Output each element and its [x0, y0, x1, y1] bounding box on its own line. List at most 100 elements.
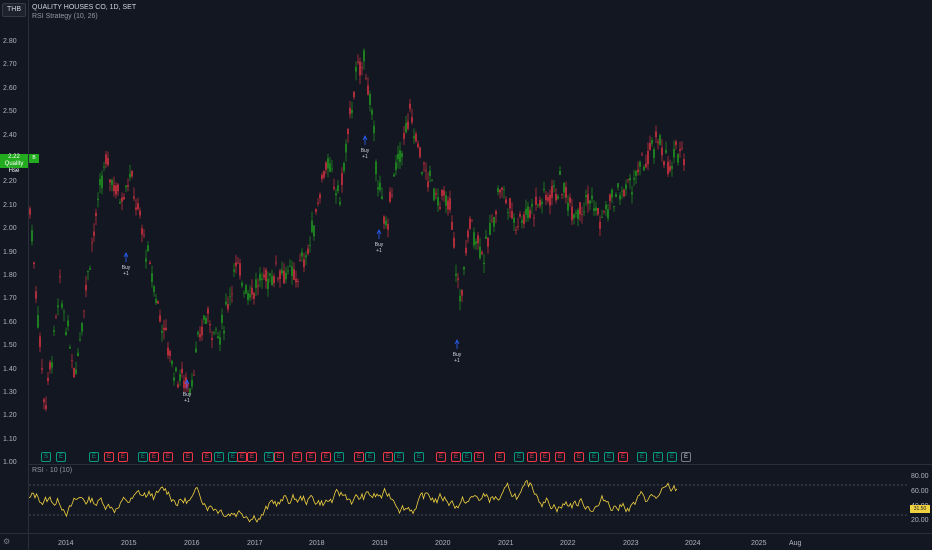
buy-label[interactable]: Buy: [361, 148, 370, 154]
event-marker[interactable]: E: [589, 452, 599, 462]
candle-body: [331, 168, 333, 170]
event-marker[interactable]: E: [540, 452, 550, 462]
strategy-title[interactable]: RSI Strategy (10, 26): [32, 13, 98, 20]
event-marker[interactable]: E: [527, 452, 537, 462]
candle-body: [477, 235, 479, 244]
price-axis[interactable]: [0, 0, 29, 550]
event-marker[interactable]: E: [274, 452, 284, 462]
candle-body: [479, 246, 481, 259]
candle-body: [199, 334, 201, 338]
event-marker[interactable]: E: [104, 452, 114, 462]
event-marker[interactable]: E: [495, 452, 505, 462]
buy-label[interactable]: Buy: [453, 352, 462, 358]
event-marker[interactable]: E: [474, 452, 484, 462]
event-marker[interactable]: E: [264, 452, 274, 462]
event-marker[interactable]: E: [365, 452, 375, 462]
candle-body: [33, 262, 35, 265]
event-marker[interactable]: E: [149, 452, 159, 462]
candle-body: [401, 153, 403, 158]
candle-body: [267, 279, 269, 290]
event-marker[interactable]: E: [414, 452, 424, 462]
candle-body: [171, 360, 173, 365]
event-marker[interactable]: E: [118, 452, 128, 462]
candle-body: [561, 193, 563, 195]
gear-icon[interactable]: ⚙: [3, 537, 11, 546]
event-marker[interactable]: E: [138, 452, 148, 462]
price-tick: 2.80: [3, 38, 17, 45]
event-marker[interactable]: E: [306, 452, 316, 462]
candle-body: [407, 121, 409, 129]
price-tick: 1.70: [3, 295, 17, 303]
candle-body: [269, 273, 271, 276]
candle-body: [65, 331, 67, 336]
candle-body: [675, 141, 677, 146]
event-marker[interactable]: E: [163, 452, 173, 462]
event-marker[interactable]: S: [41, 452, 51, 462]
candle-body: [177, 384, 179, 388]
candle-body: [433, 188, 435, 201]
candle-body: [59, 276, 61, 278]
event-marker[interactable]: E: [89, 452, 99, 462]
candle-body: [41, 368, 43, 370]
candle-body: [99, 178, 101, 186]
event-marker[interactable]: E: [394, 452, 404, 462]
event-marker[interactable]: E: [555, 452, 565, 462]
event-marker[interactable]: E: [436, 452, 446, 462]
rsi-title[interactable]: RSI · 10 (10): [32, 467, 73, 474]
event-marker[interactable]: E: [292, 452, 302, 462]
event-marker[interactable]: E: [237, 452, 247, 462]
currency-label[interactable]: THB: [2, 3, 26, 17]
event-marker[interactable]: E: [574, 452, 584, 462]
rsi-chart[interactable]: [29, 470, 909, 530]
time-label: 2017: [247, 540, 263, 547]
event-marker[interactable]: E: [618, 452, 628, 462]
event-marker[interactable]: E: [604, 452, 614, 462]
event-marker[interactable]: E: [514, 452, 524, 462]
candle-body: [611, 189, 613, 198]
time-label: 2018: [309, 540, 325, 547]
event-marker[interactable]: E: [183, 452, 193, 462]
candle-body: [373, 125, 375, 134]
candle-body: [81, 322, 83, 332]
candle-body: [639, 161, 641, 167]
candle-body: [453, 237, 455, 248]
candle-body: [575, 212, 577, 214]
event-marker[interactable]: E: [354, 452, 364, 462]
event-marker[interactable]: E: [214, 452, 224, 462]
event-marker[interactable]: E: [321, 452, 331, 462]
price-tick: 1.50: [3, 342, 17, 350]
candle-body: [281, 269, 283, 274]
buy-arrow-icon: [184, 379, 190, 389]
candle-body: [369, 94, 371, 105]
event-marker[interactable]: E: [247, 452, 257, 462]
event-marker[interactable]: E: [451, 452, 461, 462]
candle-body: [383, 216, 385, 224]
candle-body: [393, 174, 395, 177]
event-marker[interactable]: E: [462, 452, 472, 462]
buy-label[interactable]: Buy: [183, 392, 192, 398]
candle-body: [491, 221, 493, 223]
candle-body: [155, 299, 157, 303]
candle-body: [249, 294, 251, 298]
pane-divider[interactable]: [29, 464, 932, 465]
event-marker[interactable]: E: [383, 452, 393, 462]
candle-body: [133, 196, 135, 199]
event-marker[interactable]: E: [681, 452, 691, 462]
event-marker[interactable]: E: [653, 452, 663, 462]
time-axis-border: [0, 533, 932, 534]
time-label: 2015: [121, 540, 137, 547]
candle-body: [573, 214, 575, 219]
buy-label[interactable]: Buy: [122, 265, 131, 271]
event-marker[interactable]: E: [637, 452, 647, 462]
event-marker[interactable]: E: [334, 452, 344, 462]
candle-body: [415, 133, 417, 142]
event-marker[interactable]: E: [667, 452, 677, 462]
buy-label[interactable]: Buy: [375, 242, 384, 248]
candle-body: [593, 208, 595, 211]
candle-body: [121, 197, 123, 202]
candle-body: [115, 185, 117, 195]
event-marker[interactable]: E: [202, 452, 212, 462]
buy-qty: +1: [376, 248, 382, 254]
event-marker[interactable]: E: [56, 452, 66, 462]
